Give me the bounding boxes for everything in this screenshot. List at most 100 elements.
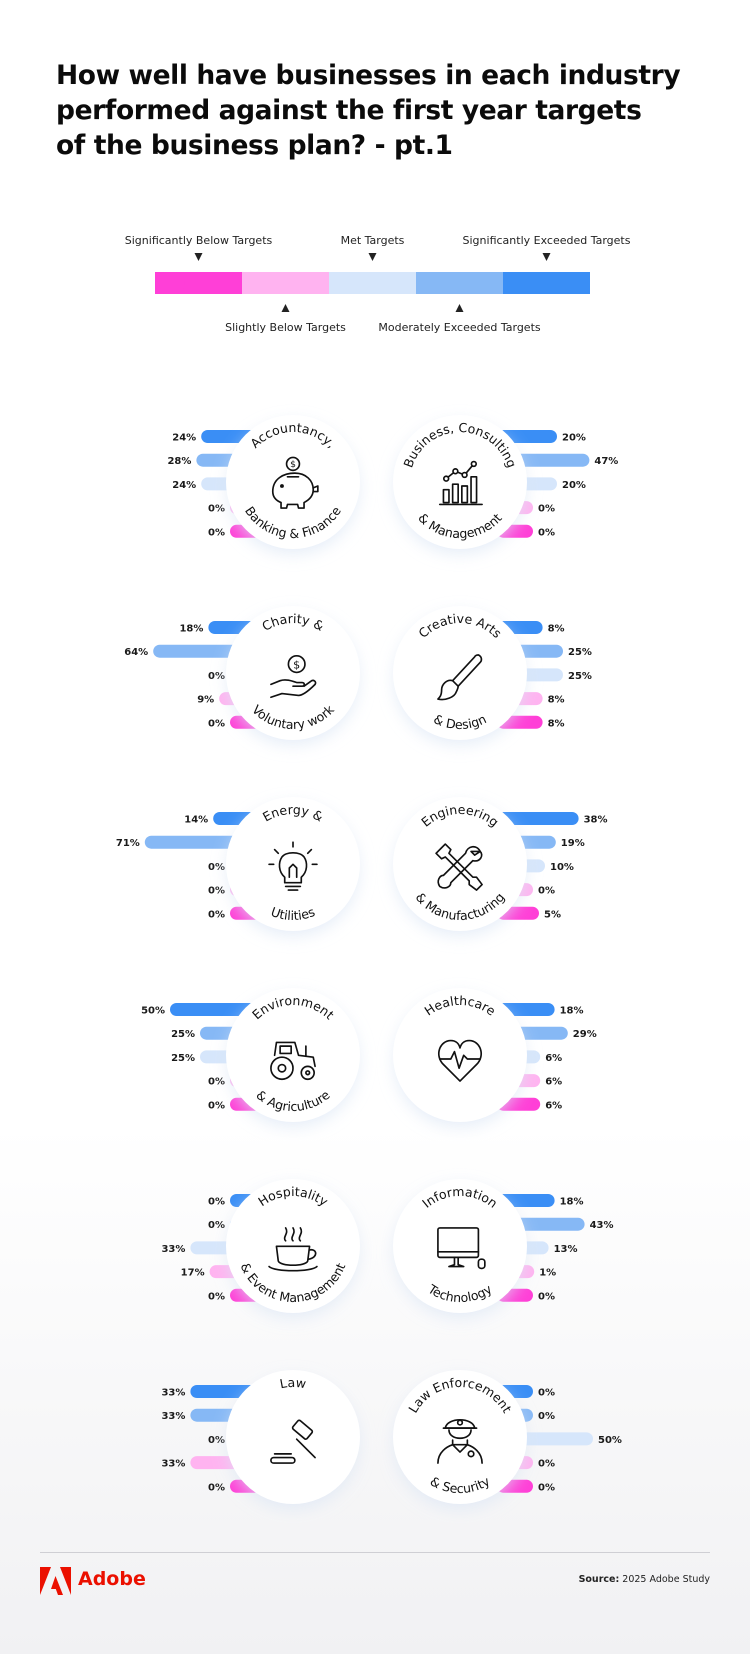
value-label: 0%	[208, 671, 225, 682]
legend-cap-left	[155, 272, 185, 294]
value-label: 0%	[538, 886, 555, 897]
wrench-screwdriver-icon	[435, 843, 483, 891]
value-label: 0%	[538, 1388, 555, 1399]
computer-icon	[437, 1227, 486, 1270]
legend-pointer-down	[194, 253, 203, 261]
value-label: 8%	[548, 695, 565, 706]
industry-target-chart: Significantly Below Targets Slightly Belo…	[116, 234, 631, 1507]
police-officer-icon	[437, 1419, 483, 1464]
industry-name-bottom: Utilities	[269, 904, 317, 923]
industry-panel: 8%25%25%8%8%Creative Arts& Design	[393, 606, 592, 743]
industry-panel: 38%19%10%0%5%Engineering& Manufacturing	[393, 797, 608, 934]
panel-circle	[393, 1179, 527, 1313]
value-label: 0%	[208, 527, 225, 538]
value-label: 20%	[562, 433, 586, 444]
value-label: 0%	[208, 862, 225, 873]
value-label: 43%	[590, 1220, 614, 1231]
industry-name-bottom: & Design	[431, 711, 488, 732]
value-label: 19%	[561, 838, 585, 849]
value-label: 25%	[171, 1029, 195, 1040]
industry-name-top: Energy &	[260, 802, 326, 825]
value-label: 47%	[594, 456, 618, 467]
legend-segment	[329, 272, 416, 294]
panel-circle	[393, 1370, 527, 1504]
value-label: 20%	[562, 480, 586, 491]
industry-panels: 24%28%24%0%0%Accountancy,Banking & Finan…	[116, 415, 622, 1507]
value-label: 6%	[545, 1053, 562, 1064]
value-label: 6%	[545, 1077, 562, 1088]
value-label: 8%	[548, 624, 565, 635]
value-label: 0%	[538, 1291, 555, 1302]
adobe-logo-icon	[40, 1567, 71, 1595]
value-label: 38%	[584, 815, 608, 826]
value-label: 29%	[573, 1029, 597, 1040]
value-label: 13%	[554, 1244, 578, 1255]
coffee-cup-icon	[268, 1227, 318, 1272]
value-label: 0%	[538, 1482, 555, 1493]
adobe-brand: Adobe	[78, 1568, 146, 1590]
value-label: 25%	[171, 1053, 195, 1064]
value-label: 0%	[538, 1459, 555, 1470]
industry-panel: 24%28%24%0%0%Accountancy,Banking & Finan…	[167, 415, 360, 552]
legend-label: Moderately Exceeded Targets	[378, 321, 540, 334]
footer-divider	[40, 1552, 710, 1553]
value-label: 33%	[161, 1411, 185, 1422]
value-label: 1%	[539, 1268, 556, 1279]
value-label: 0%	[208, 718, 225, 729]
value-label: 71%	[116, 838, 140, 849]
gavel-icon	[270, 1419, 316, 1464]
value-label: 14%	[184, 815, 208, 826]
value-label: 0%	[538, 1411, 555, 1422]
value-label: 33%	[161, 1244, 185, 1255]
legend-pointer-up	[281, 304, 290, 312]
value-label: 18%	[179, 624, 203, 635]
piggy-bank-icon: $	[271, 456, 319, 509]
value-label: 17%	[181, 1268, 205, 1279]
value-label: 0%	[208, 1435, 225, 1446]
panel-circle	[226, 988, 360, 1122]
value-label: 0%	[208, 1482, 225, 1493]
value-label: 0%	[208, 1197, 225, 1208]
page-title: How well have businesses in each industr…	[56, 58, 696, 163]
legend-label: Significantly Below Targets	[125, 234, 273, 247]
value-label: 6%	[545, 1100, 562, 1111]
title-line-1: How well have businesses in each industr…	[56, 60, 681, 91]
industry-panel: 18%64%0%9%0%Charity &Voluntary work$	[124, 606, 360, 743]
industry-panel: 0%0%33%17%0%Hospitality& Event Managemen…	[161, 1179, 360, 1316]
value-label: 0%	[208, 1291, 225, 1302]
legend: Significantly Below Targets Slightly Belo…	[125, 234, 631, 334]
value-label: 8%	[548, 718, 565, 729]
panel-circle	[226, 415, 360, 549]
legend-pointer-down	[368, 253, 377, 261]
lightbulb-icon	[268, 841, 318, 891]
heartbeat-icon	[437, 1039, 483, 1082]
bar-chart-icon	[438, 460, 483, 506]
value-label: 0%	[208, 1220, 225, 1231]
legend-label: Met Targets	[341, 234, 405, 247]
industry-panel: 50%25%25%0%0%Environment& Agriculture	[141, 988, 360, 1125]
value-label: 24%	[172, 433, 196, 444]
value-label: 64%	[124, 647, 148, 658]
source-text: 2025 Adobe Study	[622, 1574, 710, 1585]
value-label: 0%	[208, 886, 225, 897]
legend-pointer-up	[455, 304, 464, 312]
value-label: 18%	[560, 1006, 584, 1017]
value-label: 0%	[208, 504, 225, 515]
panel-circle	[393, 415, 527, 549]
panel-circle	[226, 1370, 360, 1504]
industry-name-bottom: & Security	[428, 1473, 493, 1496]
legend-segment	[242, 272, 329, 294]
hand-coin-icon: $	[270, 655, 317, 699]
value-label: 9%	[197, 695, 214, 706]
value-label: 0%	[208, 1100, 225, 1111]
industry-panel: 20%47%20%0%0%Business, Consulting& Manag…	[393, 415, 618, 552]
bar	[497, 812, 579, 825]
value-label: 0%	[208, 909, 225, 920]
tractor-icon	[270, 1041, 316, 1081]
industry-panel: 0%0%50%0%0%Law Enforcement& Security	[393, 1370, 622, 1507]
value-label: 24%	[172, 480, 196, 491]
title-line-2: performed against the first year targets	[56, 95, 642, 126]
value-label: 25%	[568, 671, 592, 682]
value-label: 0%	[208, 1077, 225, 1088]
